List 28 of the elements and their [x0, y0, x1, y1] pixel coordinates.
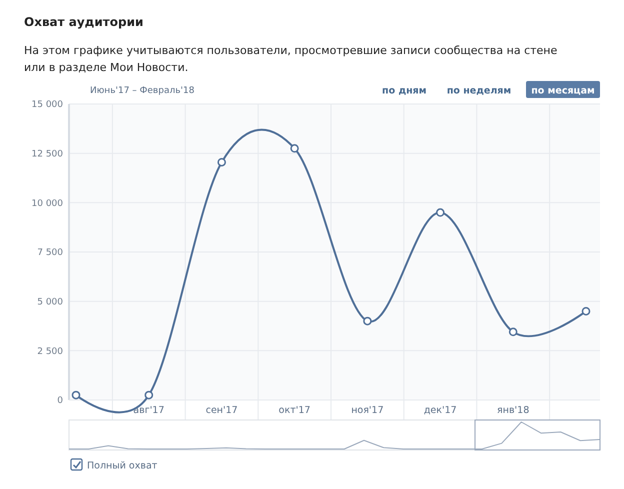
point	[508, 328, 518, 336]
legend-label: Полный охват	[87, 460, 158, 472]
y-tick-label: 0	[57, 396, 64, 406]
text: по месяцам	[531, 85, 595, 96]
y-tick-label: 5 000	[37, 297, 64, 308]
chart-subtitle: На этом графике учитываются пользователи, просмотревшие записи сообщества на стене или в разделе Мои Новости.	[24, 44, 558, 74]
text: по неделям	[446, 85, 512, 96]
point	[582, 306, 590, 316]
y-tick-label: 15 000	[32, 100, 64, 110]
x-tick-label: янв'18	[497, 405, 530, 416]
x-tick-label: авг'17	[133, 405, 164, 416]
y-tick-label: 7 500	[37, 248, 64, 258]
point	[217, 158, 226, 166]
point	[290, 144, 299, 153]
x-tick-label: окт'17	[278, 405, 310, 416]
text: по дням	[382, 85, 427, 96]
chart-title: Охват аудитории	[24, 15, 144, 29]
x-tick-label: ноя'17	[351, 405, 384, 416]
point	[436, 208, 445, 217]
text: Июнь'17 – Февраль'18	[90, 86, 195, 96]
y-tick-label: 2 500	[37, 346, 64, 357]
point	[363, 316, 372, 326]
x-tick-label: дек'17	[424, 405, 457, 416]
x-tick-label: сен'17	[206, 405, 238, 416]
point	[144, 390, 154, 400]
point	[72, 390, 80, 400]
y-tick-label: 12 500	[32, 149, 64, 160]
y-tick-label: 10 000	[32, 198, 64, 209]
